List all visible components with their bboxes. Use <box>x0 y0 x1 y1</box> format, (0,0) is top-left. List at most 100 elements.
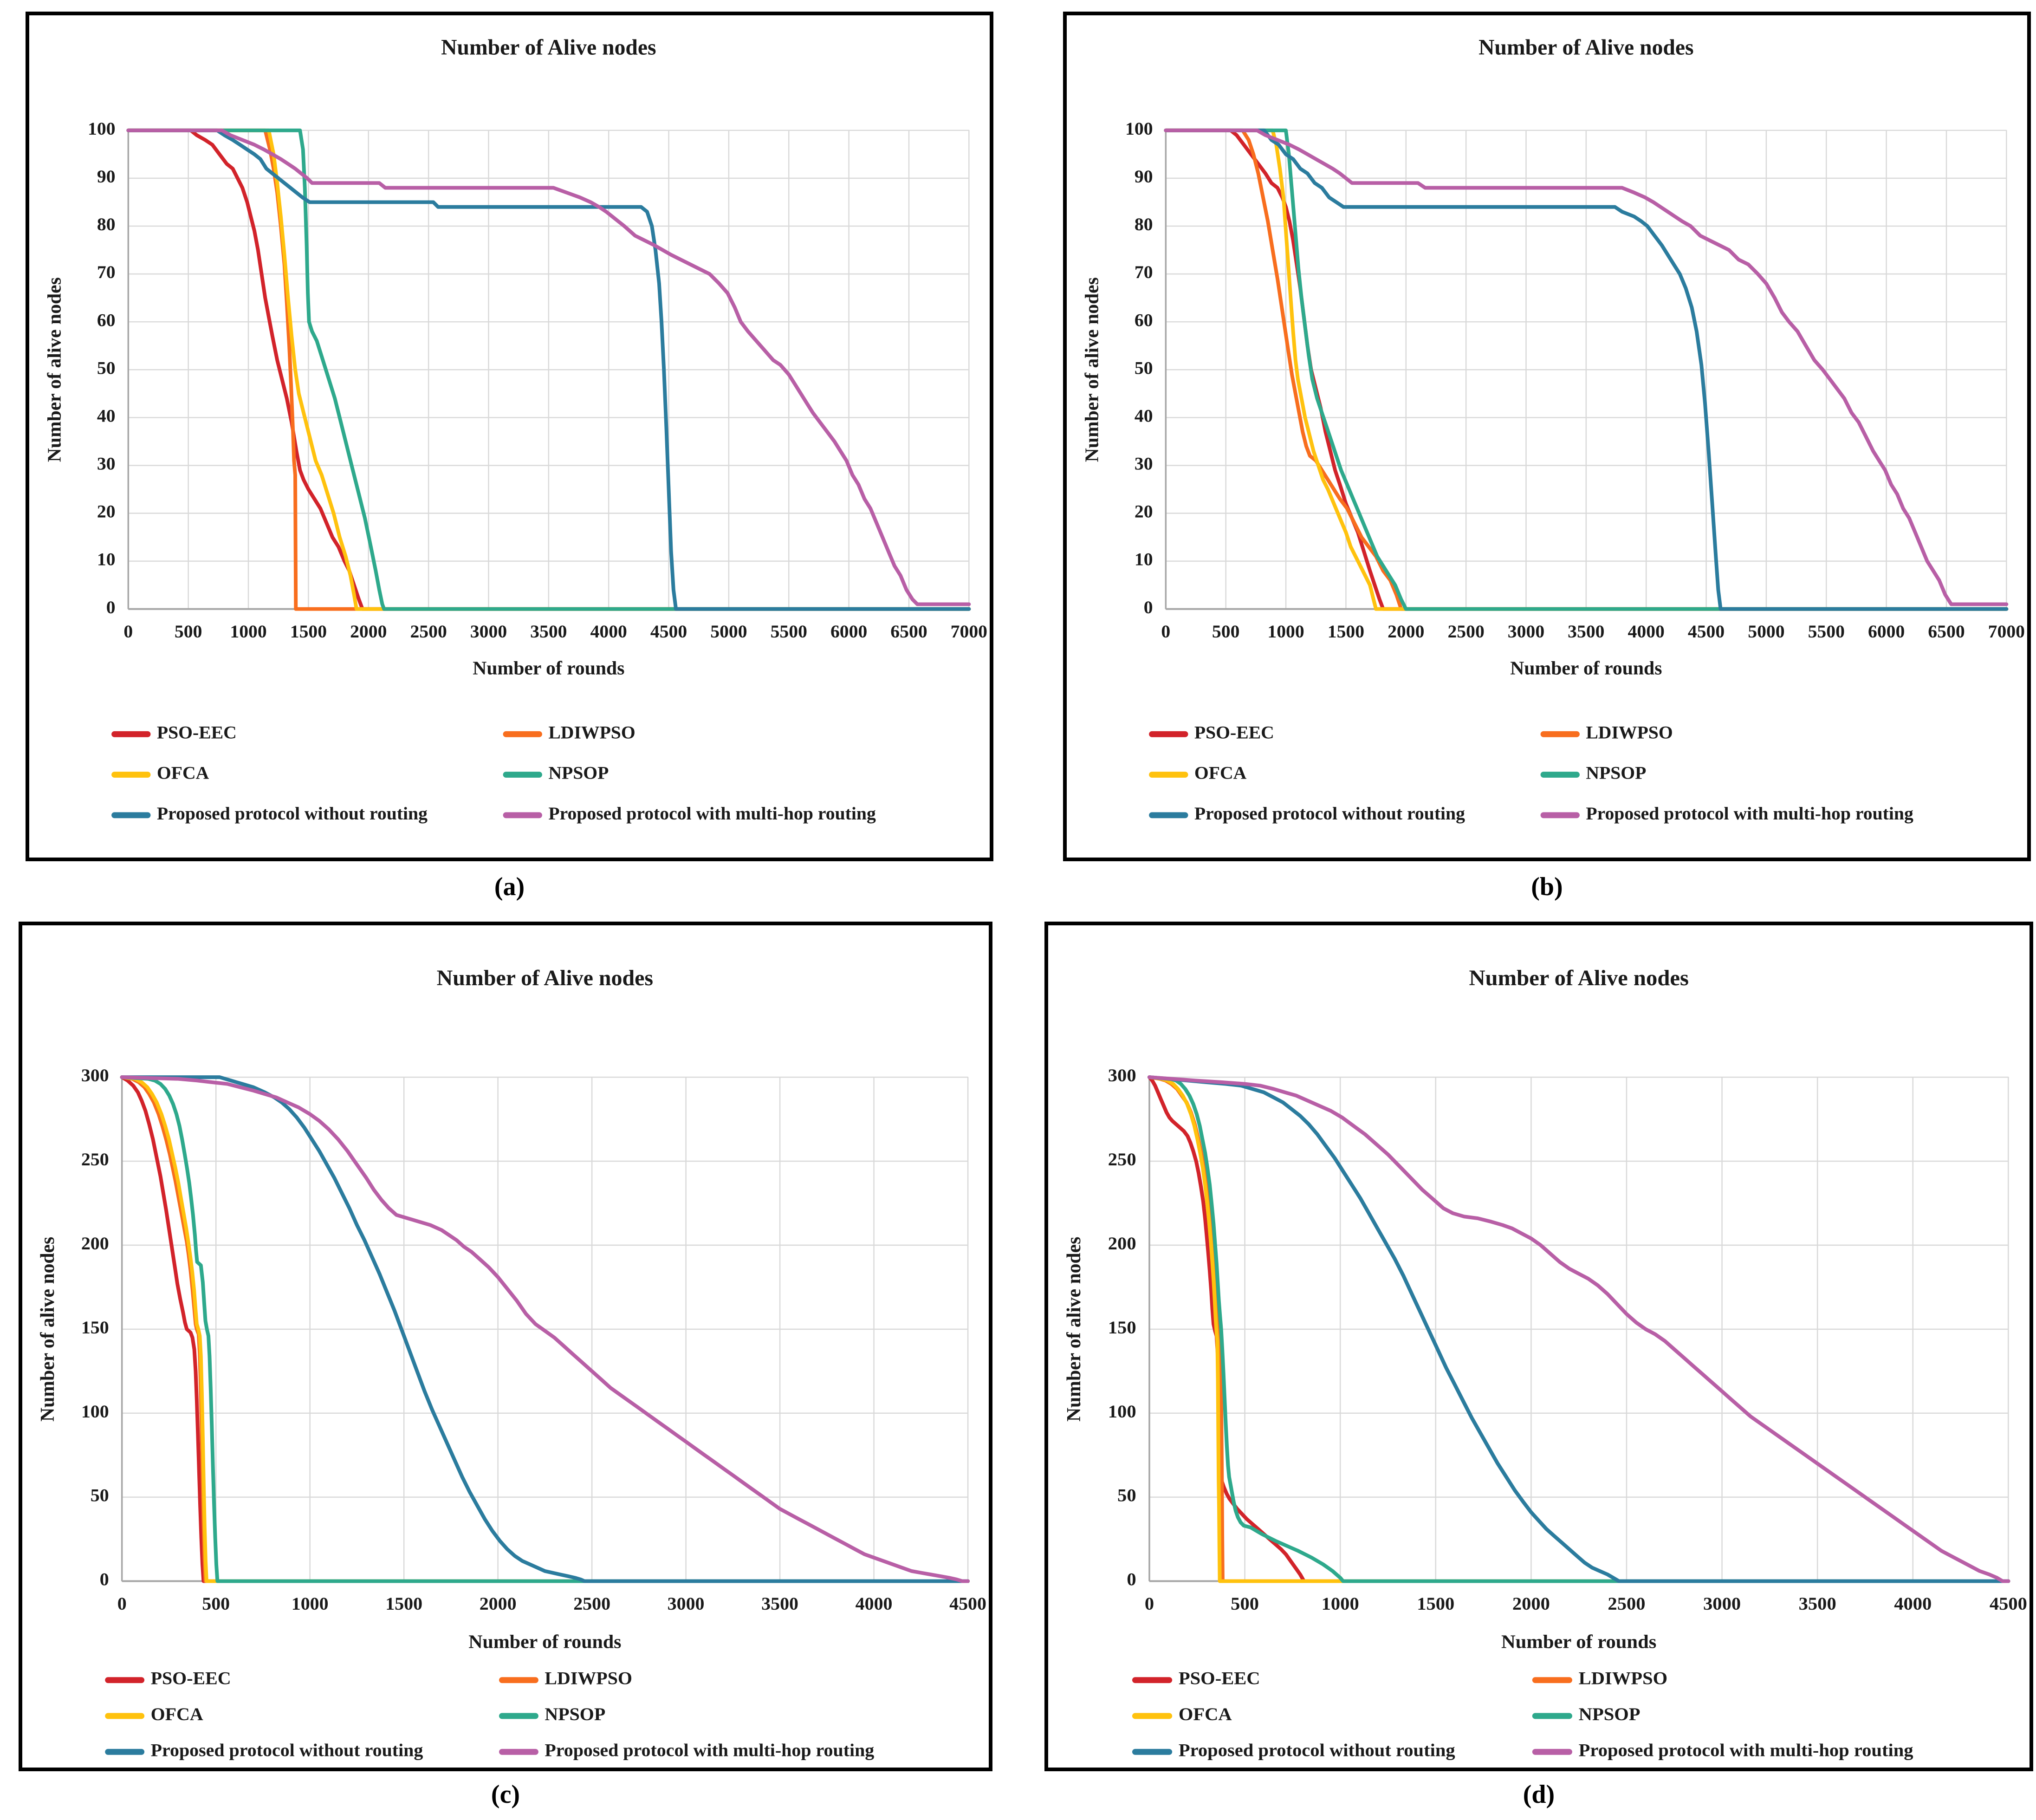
x-tick-label: 6000 <box>1868 621 1905 642</box>
caption-c: (c) <box>491 1780 520 1809</box>
y-tick-label: 150 <box>1108 1317 1136 1337</box>
legend-label: LDIWPSO <box>1579 1668 1668 1688</box>
legend-item-proposed-protocol-without-routing: Proposed protocol without routing <box>1149 803 1465 824</box>
x-tick-label: 2500 <box>573 1593 610 1614</box>
x-tick-label: 7000 <box>1988 621 2025 642</box>
y-tick-label: 10 <box>97 549 116 570</box>
x-tick-label: 3000 <box>1508 621 1544 642</box>
legend-item-npsop: NPSOP <box>1532 1703 1640 1724</box>
x-tick-label: 6500 <box>890 621 927 642</box>
x-tick-label: 3500 <box>1568 621 1604 642</box>
legend-item-proposed-protocol-with-multi-hop-routing: Proposed protocol with multi-hop routing <box>499 1740 874 1761</box>
y-tick-label: 20 <box>1135 501 1153 522</box>
legend-item-pso-eec: PSO-EEC <box>1149 722 1274 742</box>
legend-label: Proposed protocol without routing <box>1194 803 1465 824</box>
caption-a: (a) <box>494 872 525 901</box>
legend-label: Proposed protocol without routing <box>157 803 428 824</box>
x-tick-label: 0 <box>1161 621 1170 642</box>
legend-label: LDIWPSO <box>1586 722 1673 742</box>
legend-label: PSO-EEC <box>1194 722 1274 742</box>
y-tick-label: 90 <box>97 166 116 187</box>
series-line-pso-eec <box>126 128 971 611</box>
y-tick-label: 100 <box>1125 118 1153 139</box>
series-line-proposed-protocol-with-multi-hop-routing <box>120 1075 970 1583</box>
legend-label: LDIWPSO <box>548 722 635 742</box>
series-line-ofca <box>1164 128 2009 611</box>
y-tick-label: 300 <box>1108 1065 1136 1086</box>
legend-label: NPSOP <box>1579 1703 1640 1724</box>
series-line-npsop <box>1164 128 2009 611</box>
legend-item-proposed-protocol-without-routing: Proposed protocol without routing <box>105 1740 423 1761</box>
y-tick-label: 200 <box>81 1233 109 1254</box>
x-tick-label: 6000 <box>830 621 867 642</box>
y-tick-label: 80 <box>1135 214 1153 234</box>
y-axis-label: Number of alive nodes <box>1081 277 1102 462</box>
legend-item-ldiwpso: LDIWPSO <box>1532 1668 1668 1689</box>
y-tick-label: 10 <box>1135 549 1153 570</box>
series-line-ofca <box>120 1075 970 1583</box>
legend-label: PSO-EEC <box>151 1668 231 1689</box>
legend-item-pso-eec: PSO-EEC <box>111 722 237 742</box>
x-tick-label: 3500 <box>1799 1593 1836 1613</box>
series-line-proposed-protocol-without-routing <box>126 128 971 611</box>
y-tick-label: 20 <box>97 501 116 522</box>
x-tick-label: 500 <box>202 1593 230 1614</box>
caption-d: (d) <box>1523 1780 1555 1809</box>
legend-item-npsop: NPSOP <box>503 763 609 783</box>
series-line-ofca <box>1147 1075 2010 1583</box>
y-tick-label: 250 <box>81 1149 109 1170</box>
legend-item-npsop: NPSOP <box>1540 763 1646 783</box>
y-tick-label: 100 <box>88 118 116 139</box>
legend-label: Proposed protocol with multi-hop routing <box>545 1740 874 1761</box>
x-tick-label: 0 <box>117 1593 127 1614</box>
x-tick-label: 2500 <box>1447 621 1484 642</box>
x-tick-label: 3000 <box>470 621 507 642</box>
series-line-npsop <box>120 1075 970 1583</box>
legend-label: Proposed protocol without routing <box>151 1740 423 1761</box>
y-tick-label: 250 <box>1108 1149 1136 1170</box>
series-line-proposed-protocol-without-routing <box>1147 1075 2010 1583</box>
x-tick-label: 6500 <box>1928 621 1965 642</box>
x-tick-label: 2000 <box>1388 621 1424 642</box>
x-tick-label: 500 <box>175 621 202 642</box>
y-tick-label: 90 <box>1135 166 1153 187</box>
y-tick-label: 100 <box>81 1401 109 1422</box>
legend-item-ofca: OFCA <box>111 763 209 783</box>
x-tick-label: 0 <box>123 621 133 642</box>
series-line-ldiwpso <box>1164 128 2009 611</box>
series-line-proposed-protocol-without-routing <box>1164 128 2009 611</box>
x-tick-label: 3500 <box>530 621 567 642</box>
x-tick-label: 3000 <box>668 1593 705 1614</box>
x-tick-label: 2500 <box>1608 1593 1645 1613</box>
x-tick-label: 0 <box>1145 1593 1154 1613</box>
y-tick-label: 50 <box>1117 1485 1136 1505</box>
legend-label: LDIWPSO <box>545 1668 632 1689</box>
y-tick-label: 30 <box>1135 454 1153 474</box>
legend-label: OFCA <box>157 763 209 783</box>
legend-item-ldiwpso: LDIWPSO <box>499 1668 632 1689</box>
y-tick-label: 50 <box>1135 358 1153 378</box>
x-tick-label: 5000 <box>1748 621 1784 642</box>
legend-item-proposed-protocol-with-multi-hop-routing: Proposed protocol with multi-hop routing <box>1540 803 1913 824</box>
chart-panel-c: 0 50 100 150 200 250 300 0 500 1000 1500 2000 2500 30… <box>19 922 992 1771</box>
y-tick-label: 0 <box>1127 1569 1136 1589</box>
y-tick-label: 0 <box>106 597 116 618</box>
chart-panel-b: 0 10 20 30 40 50 60 70 80 90 100 0 500 1000 1500 2000 25… <box>1063 12 2031 861</box>
y-tick-label: 40 <box>1135 405 1153 426</box>
y-tick-label: 0 <box>100 1569 109 1590</box>
x-axis-label: Number of rounds <box>1501 1631 1656 1652</box>
caption-b: (b) <box>1531 872 1563 901</box>
y-tick-label: 40 <box>97 405 116 426</box>
legend-item-ofca: OFCA <box>1132 1703 1232 1724</box>
legend-item-proposed-protocol-with-multi-hop-routing: Proposed protocol with multi-hop routing <box>503 803 876 824</box>
legend-label: OFCA <box>1194 763 1247 783</box>
x-tick-label: 4500 <box>1990 1593 2027 1613</box>
legend-label: Proposed protocol with multi-hop routing <box>1579 1740 1913 1760</box>
x-tick-label: 1000 <box>1322 1593 1359 1613</box>
legend-label: PSO-EEC <box>157 722 237 742</box>
legend-label: OFCA <box>1179 1703 1232 1724</box>
x-tick-label: 1500 <box>385 1593 422 1614</box>
legend-item-ldiwpso: LDIWPSO <box>1540 722 1673 742</box>
